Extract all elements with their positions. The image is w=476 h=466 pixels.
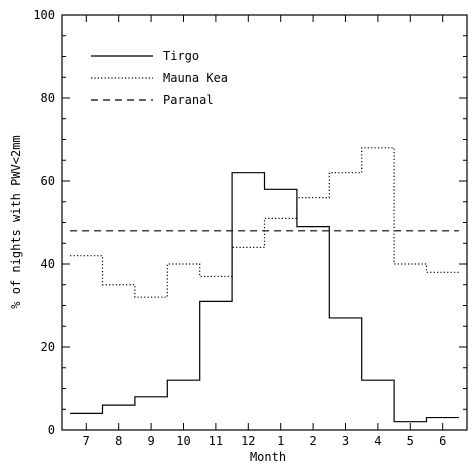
x-tick-label: 7: [83, 434, 90, 448]
x-tick-label: 4: [374, 434, 381, 448]
y-tick-label: 40: [41, 257, 55, 271]
x-tick-label: 9: [147, 434, 154, 448]
legend-label: Paranal: [163, 93, 214, 107]
y-tick-label: 60: [41, 174, 55, 188]
legend-label: Mauna Kea: [163, 71, 228, 85]
x-tick-label: 10: [176, 434, 190, 448]
x-tick-label: 11: [209, 434, 223, 448]
x-tick-label: 3: [342, 434, 349, 448]
x-tick-label: 1: [277, 434, 284, 448]
y-axis: 0 20 40 60 80 100: [33, 8, 467, 437]
x-tick-label: 2: [309, 434, 316, 448]
y-tick-label: 0: [48, 423, 55, 437]
plot-frame: [61, 14, 468, 431]
y-tick-label: 80: [41, 91, 55, 105]
x-axis: 7 8 9 10 11 12 1 2 3 4 5 6: [83, 15, 446, 448]
legend-label: Tirgo: [163, 49, 199, 63]
y-tick-label: 20: [41, 340, 55, 354]
series-tirgo-line: [70, 172, 459, 423]
x-tick-label: 6: [439, 434, 446, 448]
series-mauna-kea-line: [70, 147, 459, 298]
plot-area: [70, 147, 459, 423]
x-tick-label: 8: [115, 434, 122, 448]
legend: Tirgo Mauna Kea Paranal: [91, 49, 228, 107]
x-tick-label: 12: [241, 434, 255, 448]
x-tick-label: 5: [407, 434, 414, 448]
x-axis-label: Month: [250, 450, 286, 464]
y-axis-label: % of nights with PWV<2mm: [9, 135, 23, 308]
y-tick-label: 100: [33, 8, 55, 22]
